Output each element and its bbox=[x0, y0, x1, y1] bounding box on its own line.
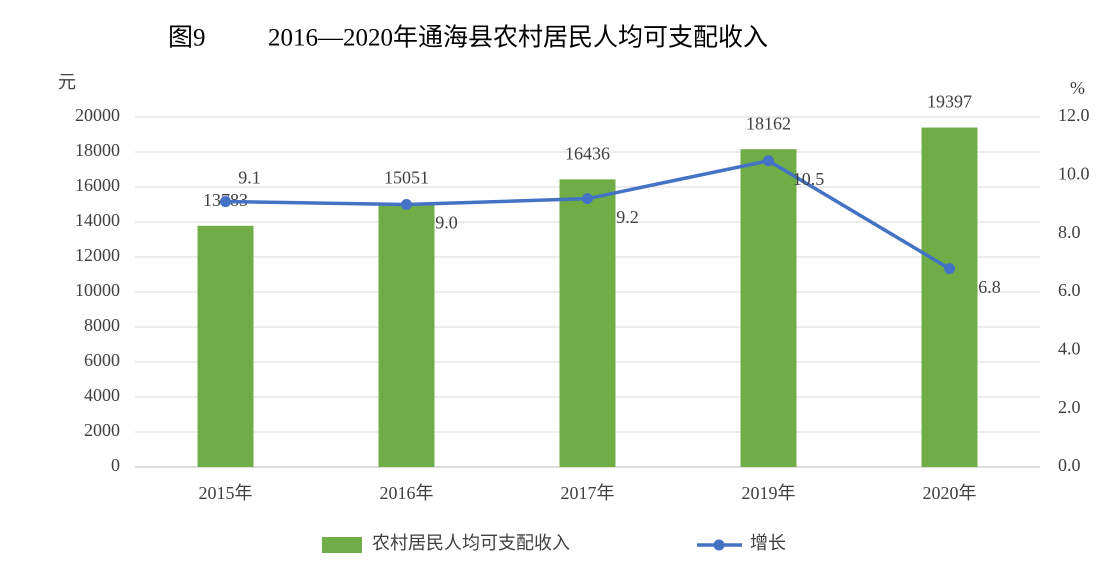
bar bbox=[197, 225, 254, 467]
y-tick-label: 16000 bbox=[75, 175, 120, 195]
bar bbox=[378, 203, 435, 468]
line-value-label: 6.8 bbox=[978, 277, 1001, 297]
line-marker bbox=[582, 193, 593, 205]
figure-label: 图9 bbox=[168, 25, 206, 52]
line-marker bbox=[401, 199, 412, 210]
y-tick-label: 18000 bbox=[75, 140, 120, 160]
bar-value-label: 16436 bbox=[565, 143, 610, 163]
line-marker bbox=[944, 263, 955, 275]
line-marker bbox=[220, 196, 231, 208]
bar bbox=[740, 149, 797, 468]
y2-tick-label: 8.0 bbox=[1058, 222, 1081, 242]
legend-swatch-marker bbox=[713, 539, 725, 551]
y-tick-label: 14000 bbox=[75, 210, 120, 230]
y-tick-label: 4000 bbox=[84, 385, 120, 405]
bar bbox=[559, 179, 616, 467]
line-value-label: 9.0 bbox=[435, 213, 458, 233]
y-tick-label: 12000 bbox=[75, 245, 120, 265]
bar-value-label: 15051 bbox=[384, 168, 429, 188]
y2-tick-label: 0.0 bbox=[1058, 455, 1081, 475]
legend-label: 增长 bbox=[750, 533, 786, 553]
x-tick-label: 2015年 bbox=[199, 483, 253, 503]
y2-tick-label: 10.0 bbox=[1058, 163, 1090, 183]
legend-label: 农村居民人均可支配收入 bbox=[372, 533, 570, 553]
x-tick-label: 2020年 bbox=[923, 483, 977, 503]
bar bbox=[921, 127, 978, 468]
line-value-label: 9.2 bbox=[616, 207, 639, 227]
y2-tick-label: 12.0 bbox=[1058, 105, 1090, 125]
y-axis-unit: 元 bbox=[58, 72, 76, 92]
y-tick-label: 6000 bbox=[84, 350, 120, 370]
y2-tick-label: 2.0 bbox=[1058, 397, 1081, 417]
line-marker bbox=[763, 155, 774, 167]
y2-axis-unit: % bbox=[1070, 78, 1085, 98]
x-tick-label: 2017年 bbox=[561, 483, 615, 503]
y-tick-label: 2000 bbox=[84, 420, 120, 440]
y-tick-label: 20000 bbox=[75, 105, 120, 125]
bar-value-label: 18162 bbox=[746, 113, 791, 133]
chart-title: 2016—2020年通海县农村居民人均可支配收入 bbox=[268, 24, 768, 52]
y-tick-label: 0 bbox=[111, 455, 120, 475]
y2-tick-label: 6.0 bbox=[1058, 280, 1081, 300]
line-value-label: 9.1 bbox=[238, 168, 261, 188]
bar-value-label: 19397 bbox=[927, 92, 972, 112]
y-tick-label: 8000 bbox=[84, 315, 120, 335]
line-value-label: 10.5 bbox=[793, 169, 825, 189]
y2-tick-label: 4.0 bbox=[1058, 338, 1081, 358]
x-tick-label: 2016年 bbox=[380, 483, 434, 503]
x-tick-label: 2019年 bbox=[742, 483, 796, 503]
y-tick-label: 10000 bbox=[75, 280, 120, 300]
legend-swatch bbox=[322, 537, 362, 553]
